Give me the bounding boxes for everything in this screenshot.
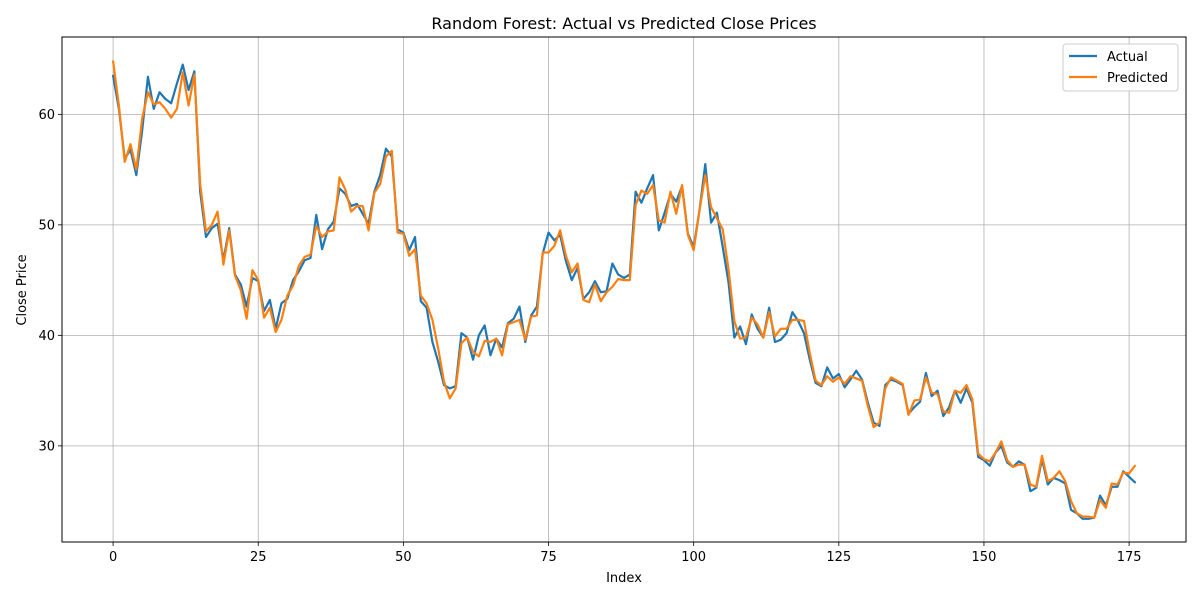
x-tick-label: 25 <box>250 550 267 565</box>
y-tick-label: 60 <box>38 108 55 123</box>
x-axis-ticks: 0 25 50 75 100 125 150 175 <box>109 542 1142 565</box>
series-layer <box>111 60 1137 520</box>
chart-title: Random Forest: Actual vs Predicted Close… <box>431 14 816 33</box>
series-line-actual <box>111 63 1137 520</box>
x-tick-label: 150 <box>972 550 997 565</box>
legend-label-predicted: Predicted <box>1107 71 1168 86</box>
x-tick-label: 75 <box>540 550 557 565</box>
x-tick-label: 50 <box>395 550 412 565</box>
x-tick-label: 125 <box>826 550 851 565</box>
y-axis-label: Close Price <box>15 254 30 325</box>
x-tick-label: 175 <box>1117 550 1142 565</box>
plot-frame <box>61 36 1187 543</box>
y-tick-label: 50 <box>38 218 55 233</box>
y-tick-label: 30 <box>38 439 55 454</box>
x-axis-label: Index <box>606 571 642 586</box>
x-tick-label: 100 <box>681 550 706 565</box>
y-axis-ticks: 30 40 50 60 <box>38 108 62 454</box>
series-line-predicted <box>111 60 1137 519</box>
legend: Actual Predicted <box>1062 43 1179 92</box>
x-tick-label: 0 <box>109 550 117 565</box>
legend-label-actual: Actual <box>1107 50 1148 65</box>
y-tick-label: 40 <box>38 329 55 344</box>
